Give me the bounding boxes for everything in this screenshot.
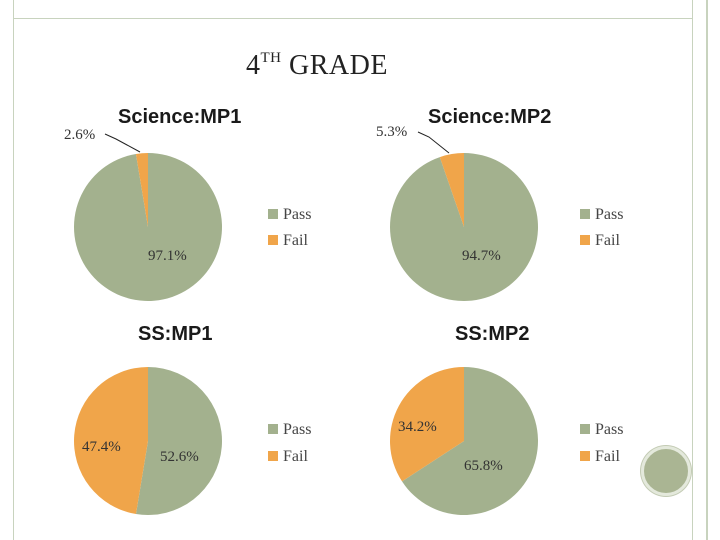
legend-fail-swatch <box>580 235 590 245</box>
pie-slice-pass <box>135 367 223 515</box>
frame-line-left <box>13 0 14 540</box>
legend-fail-label: Fail <box>283 448 308 465</box>
pie-slice-pass <box>74 153 222 301</box>
pass-value-label: 65.8% <box>464 458 503 474</box>
legend-pass-swatch <box>268 424 278 434</box>
pass-value-label: 97.1% <box>148 248 187 264</box>
legend-fail-label: Fail <box>595 448 620 465</box>
pass-value-label: 94.7% <box>462 248 501 264</box>
chart-ss-mp2-svg: SS:MP2 34.2% 65.8% Pass Fail <box>390 323 623 515</box>
legend-fail-swatch <box>580 451 590 461</box>
fail-leader-line <box>417 131 450 154</box>
chart-science-mp1: Science:MP1 2.6% 97.1% Pass Fail <box>48 95 378 315</box>
pie-slice-fail <box>135 153 148 227</box>
chart-title: Science:MP2 <box>428 106 551 128</box>
chart-title: SS:MP1 <box>138 323 212 345</box>
fail-value-label: 47.4% <box>82 439 121 455</box>
fail-value-label: 2.6% <box>64 127 95 143</box>
pie-slice-fail <box>439 153 464 227</box>
slide-title-rest: GRADE <box>281 50 388 81</box>
chart-science-mp1-svg: Science:MP1 2.6% 97.1% Pass Fail <box>64 106 311 301</box>
frame-line-right-outer <box>706 0 708 540</box>
chart-title: SS:MP2 <box>455 323 529 345</box>
chart-science-mp2: Science:MP2 5.3% 94.7% Pass Fail <box>360 95 690 315</box>
legend-pass-label: Pass <box>595 206 623 223</box>
legend-pass-label: Pass <box>283 206 311 223</box>
legend-pass-label: Pass <box>283 421 311 438</box>
pie-slice-fail <box>390 367 464 482</box>
slide-title: 4TH GRADE <box>246 50 388 82</box>
fail-value-label: 5.3% <box>376 124 407 140</box>
legend-pass-label: Pass <box>595 421 623 438</box>
fail-leader-line <box>104 133 141 153</box>
chart-ss-mp1-svg: SS:MP1 47.4% 52.6% Pass Fail <box>74 323 311 515</box>
frame-line-top <box>13 18 693 19</box>
chart-ss-mp2: SS:MP2 34.2% 65.8% Pass Fail <box>360 318 690 538</box>
chart-title: Science:MP1 <box>118 106 241 128</box>
legend-fail-swatch <box>268 235 278 245</box>
legend-fail-swatch <box>268 451 278 461</box>
chart-science-mp2-svg: Science:MP2 5.3% 94.7% Pass Fail <box>376 106 623 301</box>
legend-pass-swatch <box>580 424 590 434</box>
pie-slice-pass <box>402 367 538 515</box>
legend-fail-label: Fail <box>595 232 620 249</box>
chart-ss-mp1: SS:MP1 47.4% 52.6% Pass Fail <box>48 318 378 538</box>
slide-title-main: 4 <box>246 50 261 81</box>
legend-pass-swatch <box>268 209 278 219</box>
slide-title-superscript: TH <box>260 50 282 66</box>
legend-pass-swatch <box>580 209 590 219</box>
fail-value-label: 34.2% <box>398 419 437 435</box>
frame-line-right-inner <box>692 0 693 540</box>
legend-fail-label: Fail <box>283 232 308 249</box>
pass-value-label: 52.6% <box>160 449 199 465</box>
pie-slice-fail <box>74 367 148 515</box>
decorative-circle <box>641 446 691 496</box>
